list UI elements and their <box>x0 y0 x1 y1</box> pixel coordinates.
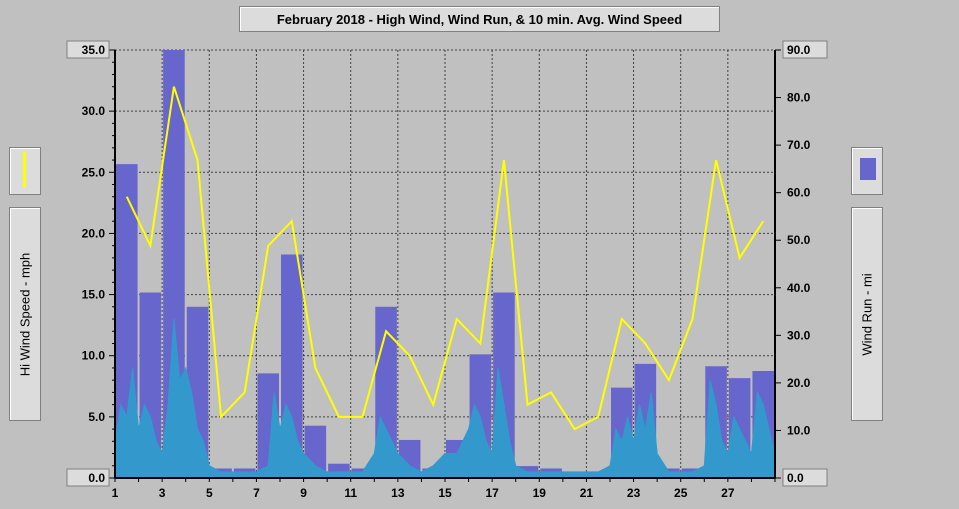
chart-title: February 2018 - High Wind, Wind Run, & 1… <box>239 6 720 32</box>
y-right-tick-label: 80.0 <box>787 91 811 105</box>
x-tick-label: 13 <box>391 486 405 500</box>
y-left-tick-label: 15.0 <box>82 288 106 302</box>
y-left-tick-label: 0.0 <box>88 471 105 485</box>
x-tick-label: 5 <box>206 486 213 500</box>
x-tick-label: 21 <box>580 486 594 500</box>
x-tick-label: 23 <box>627 486 641 500</box>
y-right-tick-label: 70.0 <box>787 138 811 152</box>
wind-run-legend-swatch <box>851 147 883 195</box>
y-left-tick-label: 5.0 <box>88 410 105 424</box>
x-tick-label: 25 <box>674 486 688 500</box>
x-tick-label: 17 <box>485 486 499 500</box>
y-left-tick-label: 35.0 <box>82 43 106 57</box>
x-tick-label: 7 <box>253 486 260 500</box>
avg-wind-area <box>114 318 776 479</box>
y-left-tick-label: 25.0 <box>82 165 106 179</box>
y-right-tick-box <box>782 40 828 59</box>
hi-wind-line <box>125 86 765 431</box>
y-right-tick-label: 60.0 <box>787 186 811 200</box>
x-tick-label: 27 <box>721 486 735 500</box>
y-right-tick-box <box>782 468 828 487</box>
y-left-tick-box <box>66 40 110 59</box>
y-right-tick-label: 10.0 <box>787 423 811 437</box>
y-right-tick-label: 40.0 <box>787 281 811 295</box>
y-left-tick-label: 30.0 <box>82 104 106 118</box>
y-right-tick-label: 50.0 <box>787 233 811 247</box>
yellow-line-icon <box>23 152 26 188</box>
blue-bar-icon <box>860 158 876 180</box>
y-left-tick-box <box>66 468 110 487</box>
x-tick-label: 3 <box>159 486 166 500</box>
hi-wind-legend-swatch <box>9 147 41 195</box>
x-tick-label: 11 <box>344 486 357 500</box>
left-axis-label-box: Hi Wind Speed - mph <box>9 207 41 421</box>
y-left-tick-label: 20.0 <box>82 226 106 240</box>
x-tick-label: 9 <box>300 486 307 500</box>
x-tick-label: 1 <box>112 486 119 500</box>
x-tick-label: 15 <box>438 486 452 500</box>
y-left-tick-label: 10.0 <box>82 349 106 363</box>
y-right-tick-label: 30.0 <box>787 328 811 342</box>
y-right-tick-label: 90.0 <box>787 43 811 57</box>
y-right-tick-label: 20.0 <box>787 376 811 390</box>
y-right-tick-label: 0.0 <box>787 471 804 485</box>
right-axis-label-box: Wind Run - mi <box>851 207 883 421</box>
x-tick-label: 19 <box>533 486 547 500</box>
